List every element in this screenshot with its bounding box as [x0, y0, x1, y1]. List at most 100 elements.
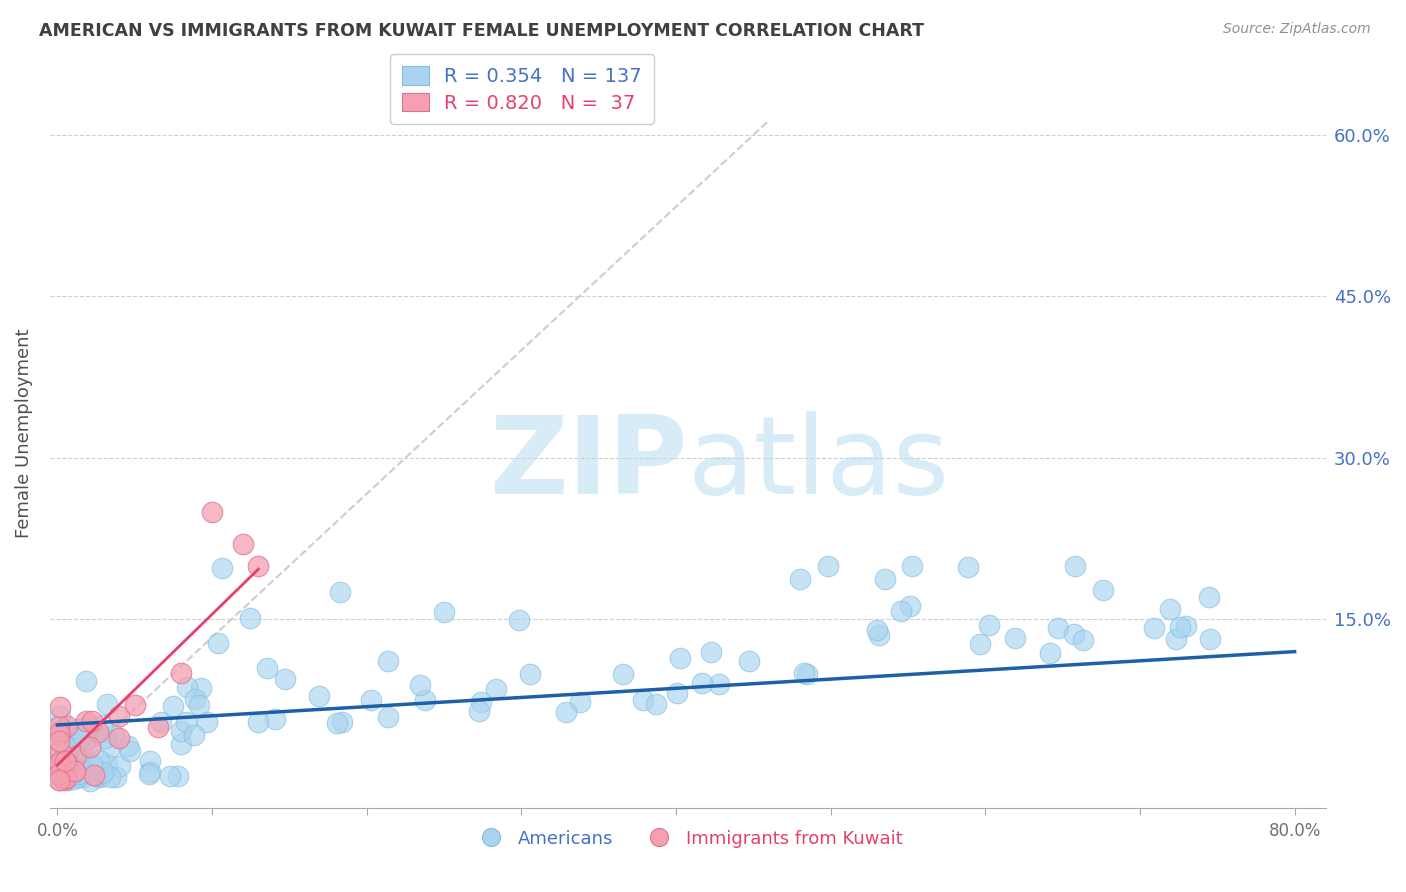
Point — [69, 733, 91, 747]
Point — [70, 745, 93, 759]
Point — [49, 724, 72, 739]
Point — [59, 731, 82, 745]
Point — [110, 759, 132, 773]
Point — [48, 744, 70, 758]
Point — [75, 732, 97, 747]
Point — [49, 733, 72, 747]
Point — [190, 681, 212, 696]
Point — [201, 505, 224, 519]
Point — [1071, 632, 1094, 647]
Point — [59, 759, 82, 773]
Point — [87, 753, 110, 767]
Point — [93, 765, 115, 780]
Point — [519, 666, 541, 681]
Point — [67, 722, 90, 736]
Point — [84, 769, 107, 783]
Point — [48, 767, 70, 781]
Y-axis label: Female Unemployment: Female Unemployment — [15, 329, 32, 539]
Point — [52, 772, 75, 787]
Point — [80, 714, 103, 728]
Point — [48, 743, 70, 757]
Point — [100, 739, 122, 754]
Point — [96, 698, 118, 712]
Point — [709, 677, 731, 691]
Point — [901, 558, 924, 573]
Point — [75, 731, 97, 745]
Point — [669, 651, 692, 665]
Point — [239, 611, 262, 625]
Point — [69, 764, 91, 778]
Point — [139, 765, 162, 780]
Point — [890, 603, 912, 617]
Point — [170, 666, 193, 681]
Point — [49, 753, 72, 767]
Point — [65, 748, 87, 763]
Point — [55, 719, 77, 733]
Point — [58, 764, 80, 778]
Point — [568, 695, 591, 709]
Point — [67, 767, 90, 781]
Point — [108, 709, 131, 723]
Point — [247, 715, 270, 730]
Point — [55, 757, 77, 772]
Point — [898, 599, 921, 614]
Point — [645, 698, 668, 712]
Point — [183, 728, 205, 742]
Point — [875, 572, 897, 586]
Point — [232, 537, 254, 551]
Point — [146, 720, 169, 734]
Point — [264, 712, 287, 726]
Point — [139, 754, 162, 768]
Point — [211, 561, 233, 575]
Point — [53, 745, 76, 759]
Point — [94, 731, 117, 745]
Point — [72, 759, 94, 773]
Point — [75, 674, 97, 689]
Point — [1164, 632, 1187, 646]
Point — [76, 756, 98, 770]
Point — [63, 772, 86, 787]
Point — [52, 756, 75, 771]
Point — [979, 618, 1001, 632]
Point — [738, 654, 761, 668]
Point — [170, 738, 193, 752]
Point — [53, 754, 76, 768]
Point — [48, 756, 70, 771]
Text: Source: ZipAtlas.com: Source: ZipAtlas.com — [1223, 22, 1371, 37]
Point — [56, 772, 79, 787]
Point — [1174, 619, 1197, 633]
Point — [817, 558, 839, 573]
Point — [48, 766, 70, 780]
Point — [63, 749, 86, 764]
Point — [79, 739, 101, 754]
Point — [65, 748, 87, 763]
Point — [868, 628, 890, 642]
Point — [432, 605, 454, 619]
Point — [508, 613, 530, 627]
Point — [90, 769, 112, 783]
Point — [485, 682, 508, 697]
Point — [66, 770, 89, 784]
Point — [149, 715, 172, 730]
Point — [56, 739, 79, 754]
Point — [120, 744, 142, 758]
Point — [70, 730, 93, 744]
Point — [789, 572, 811, 586]
Point — [48, 755, 70, 769]
Point — [159, 769, 181, 783]
Point — [409, 678, 432, 692]
Point — [170, 723, 193, 738]
Point — [612, 667, 634, 681]
Point — [1039, 646, 1062, 660]
Point — [866, 623, 889, 637]
Point — [330, 715, 353, 730]
Point — [796, 666, 818, 681]
Point — [665, 686, 688, 700]
Point — [48, 727, 70, 741]
Point — [176, 680, 198, 694]
Point — [90, 717, 112, 731]
Point — [72, 762, 94, 776]
Point — [73, 764, 96, 779]
Text: AMERICAN VS IMMIGRANTS FROM KUWAIT FEMALE UNEMPLOYMENT CORRELATION CHART: AMERICAN VS IMMIGRANTS FROM KUWAIT FEMAL… — [39, 22, 924, 40]
Point — [48, 718, 70, 732]
